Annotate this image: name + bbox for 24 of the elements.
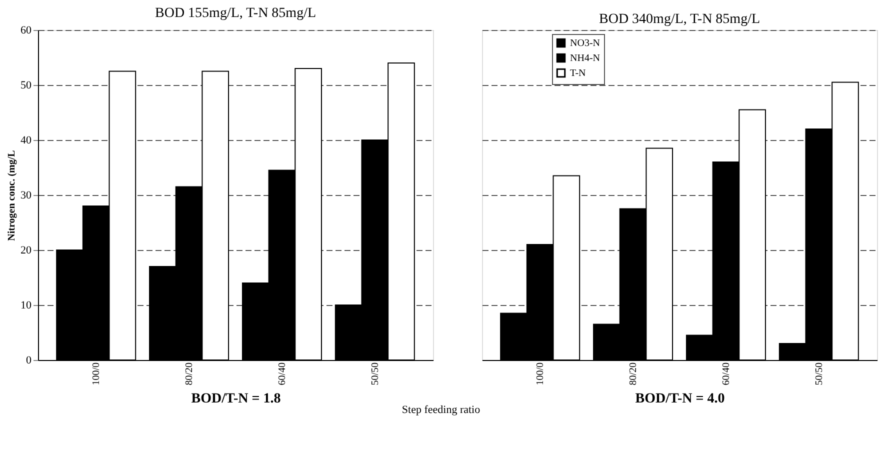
x-tick-label: 50/50 (814, 362, 825, 386)
x-tick-label: 80/20 (628, 362, 640, 386)
x-tick-label: 50/50 (370, 362, 381, 386)
y-tick-label: 40 (20, 134, 32, 146)
x-axis-title: BOD/T-N = 4.0 (635, 391, 725, 406)
y-tick-label: 0 (26, 354, 32, 366)
legend-label: NO3-N (570, 38, 600, 49)
chart-title: BOD 155mg/L, T-N 85mg/L (154, 6, 316, 21)
y-tick-label: 30 (20, 190, 32, 202)
x-tick-label: 60/40 (720, 362, 732, 386)
x-tick-label: 80/20 (184, 362, 196, 386)
y-tick-label: 50 (20, 80, 32, 92)
y-tick-label: 60 (20, 24, 32, 36)
text: Step feeding ratio (402, 404, 481, 416)
x-tick-label: 100/0 (535, 362, 546, 386)
x-tick-label: 60/40 (276, 362, 288, 386)
legend-label: NH4-N (570, 53, 600, 64)
legend-label: T-N (570, 68, 586, 79)
y-tick-label: 20 (20, 244, 32, 256)
x-axis-title: BOD/T-N = 1.8 (191, 391, 281, 406)
x-tick-label: 100/0 (91, 362, 102, 386)
y-axis-title: Nitrogen conc. (mg/L (6, 150, 18, 241)
y-tick-label: 10 (20, 300, 32, 312)
chart-title: BOD 340mg/L, T-N 85mg/L (598, 12, 760, 27)
